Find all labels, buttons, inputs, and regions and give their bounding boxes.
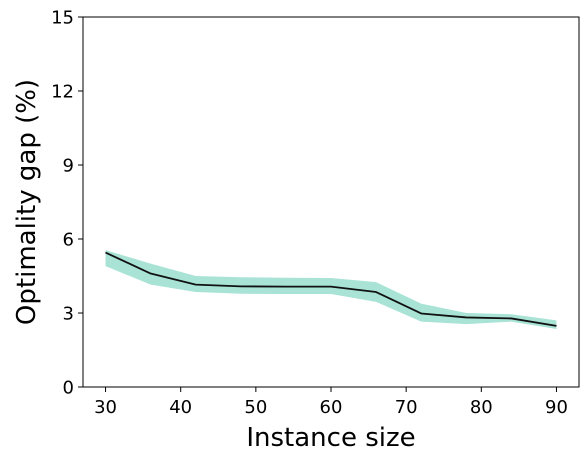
confidence-band-layer [105,250,557,330]
series-line-layer [105,251,557,327]
y-tick-label: 15 [51,8,74,29]
x-tick-label: 50 [244,397,267,418]
y-ticks: 0 3 6 9 12 15 [51,8,83,399]
y-tick-label: 9 [63,156,74,177]
y-tick-label: 6 [63,230,74,251]
y-tick-label: 0 [63,378,74,399]
x-ticks: 30 40 50 60 70 80 90 [94,387,568,418]
y-tick-label: 3 [63,304,74,325]
y-axis-label: Optimality gap (%) [12,79,42,325]
x-axis-label: Instance size [246,423,415,453]
y-tick-label: 12 [51,82,74,103]
x-tick-label: 30 [94,397,117,418]
confidence-band [105,250,557,330]
x-tick-label: 70 [395,397,418,418]
x-tick-label: 40 [169,397,192,418]
x-tick-label: 80 [470,397,493,418]
x-tick-label: 90 [545,397,568,418]
x-tick-label: 60 [320,397,343,418]
